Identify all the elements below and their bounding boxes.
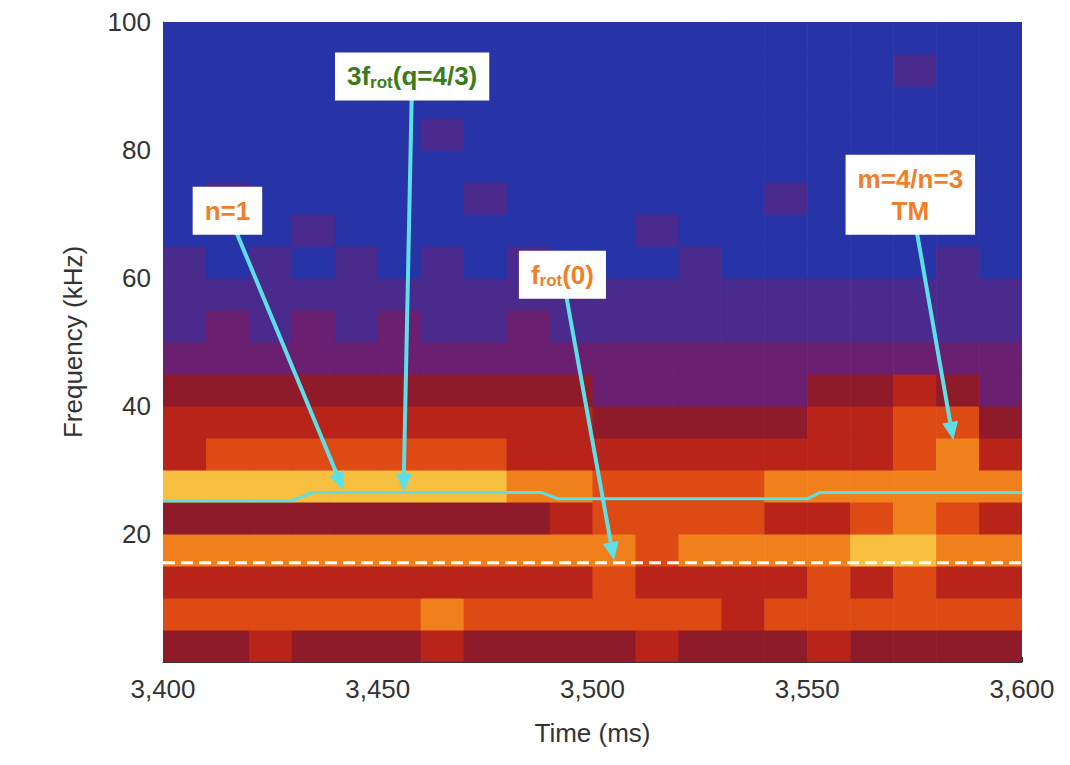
- svg-text:20: 20: [122, 519, 151, 549]
- svg-text:n=1: n=1: [205, 196, 251, 226]
- svg-text:Time (ms): Time (ms): [534, 718, 650, 748]
- svg-text:3,600: 3,600: [989, 674, 1054, 704]
- svg-text:3,500: 3,500: [560, 674, 625, 704]
- svg-text:rot: rot: [370, 73, 393, 92]
- svg-text:TM: TM: [892, 196, 930, 226]
- svg-text:m=4/n=3: m=4/n=3: [858, 164, 964, 194]
- svg-text:(q=4/3): (q=4/3): [393, 61, 478, 91]
- svg-text:40: 40: [122, 391, 151, 421]
- svg-text:60: 60: [122, 263, 151, 293]
- svg-text:(0): (0): [562, 260, 594, 290]
- svg-text:Frequency (kHz): Frequency (kHz): [58, 246, 88, 438]
- svg-text:rot: rot: [540, 271, 563, 290]
- svg-text:3f: 3f: [347, 61, 370, 91]
- svg-text:3,550: 3,550: [775, 674, 840, 704]
- svg-text:3,450: 3,450: [345, 674, 410, 704]
- svg-text:80: 80: [122, 135, 151, 165]
- svg-text:3,400: 3,400: [130, 674, 195, 704]
- svg-text:f: f: [531, 260, 540, 290]
- svg-text:100: 100: [108, 7, 151, 37]
